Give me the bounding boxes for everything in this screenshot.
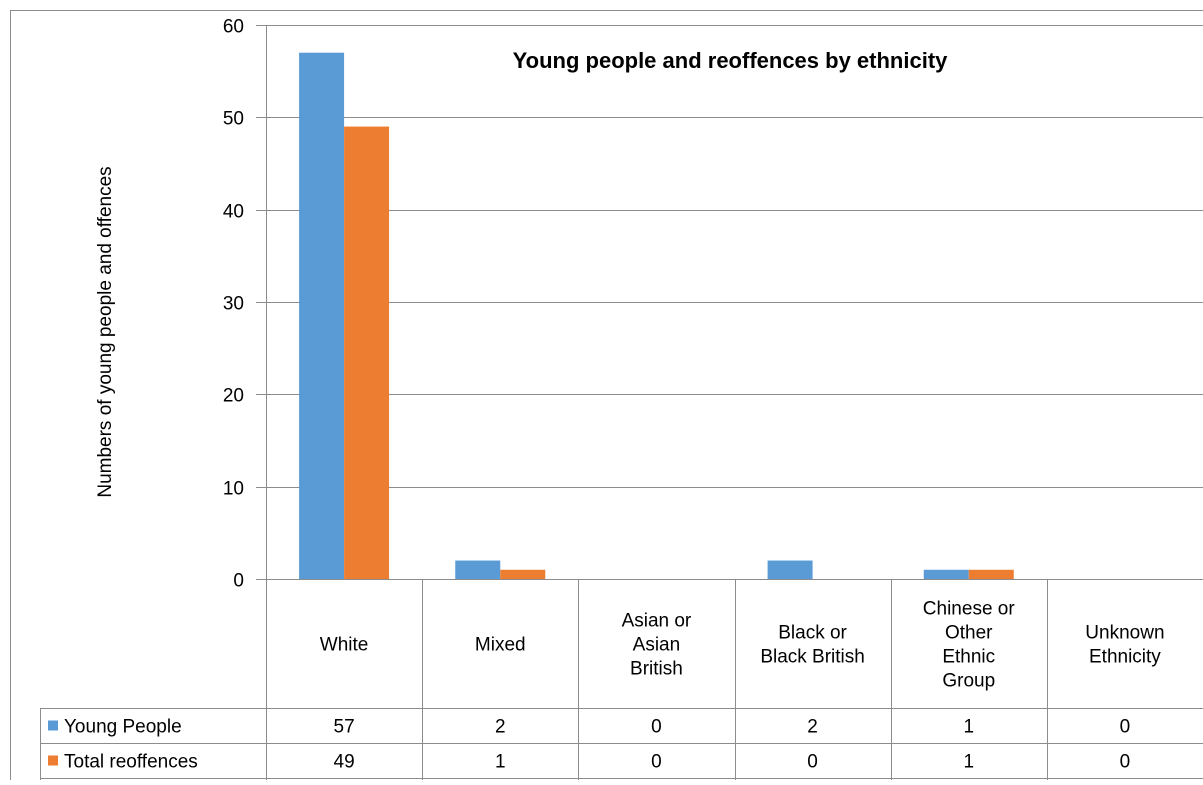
table-value: 0 xyxy=(1120,717,1131,738)
table-value: 57 xyxy=(334,717,355,738)
chart-border xyxy=(11,11,1203,781)
bar xyxy=(924,570,969,579)
category-label: Ethnic xyxy=(942,647,995,668)
table-value: 0 xyxy=(1120,752,1131,773)
category-label: Mixed xyxy=(475,635,526,656)
table-value: 0 xyxy=(651,717,662,738)
table-value: 1 xyxy=(495,752,506,773)
legend-swatch xyxy=(48,721,58,731)
category-label: Asian or xyxy=(622,611,692,632)
y-tick-label: 50 xyxy=(223,109,244,130)
chart-title: Young people and reoffences by ethnicity xyxy=(513,48,949,73)
category-label: Black British xyxy=(760,647,865,668)
bar xyxy=(969,570,1014,579)
bar xyxy=(299,53,344,579)
bar xyxy=(455,561,500,579)
table-value: 49 xyxy=(334,752,355,773)
legend-swatch xyxy=(48,756,58,766)
table-value: 2 xyxy=(807,717,818,738)
bar xyxy=(344,127,389,579)
bar xyxy=(768,561,813,579)
table-value: 1 xyxy=(963,717,974,738)
category-label: Chinese or xyxy=(923,599,1016,620)
category-label: British xyxy=(630,659,683,680)
category-label: White xyxy=(320,635,369,656)
category-label: Black or xyxy=(778,623,847,644)
category-label: Other xyxy=(945,623,993,644)
y-tick-label: 0 xyxy=(233,571,244,592)
category-label: Group xyxy=(942,671,995,692)
y-tick-label: 60 xyxy=(223,17,244,38)
legend-label: Young People xyxy=(64,717,182,738)
table-value: 2 xyxy=(495,717,506,738)
y-axis-label: Numbers of young people and offences xyxy=(95,166,116,497)
bar xyxy=(500,570,545,579)
category-label: Unknown xyxy=(1085,623,1164,644)
y-tick-label: 20 xyxy=(223,386,244,407)
table-value: 1 xyxy=(963,752,974,773)
category-label: Asian xyxy=(633,635,681,656)
category-label: Ethnicity xyxy=(1089,647,1161,668)
table-value: 0 xyxy=(651,752,662,773)
y-tick-label: 10 xyxy=(223,479,244,500)
legend-label: Total reoffences xyxy=(64,752,198,773)
y-tick-label: 30 xyxy=(223,294,244,315)
y-tick-label: 40 xyxy=(223,202,244,223)
table-value: 0 xyxy=(807,752,818,773)
